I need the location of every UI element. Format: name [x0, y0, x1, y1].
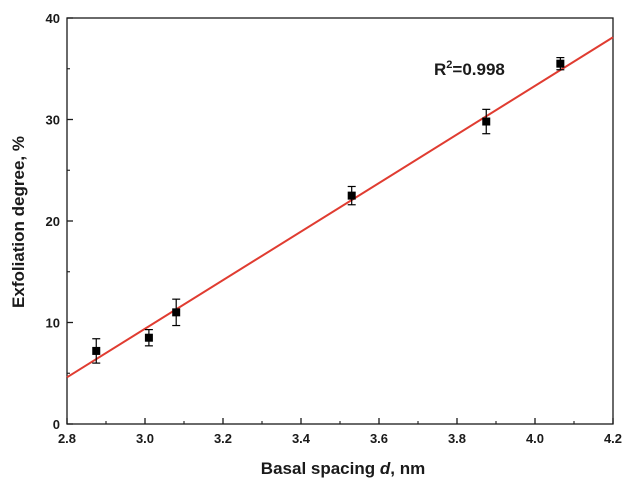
point-marker: [92, 346, 101, 355]
point-marker: [172, 308, 181, 317]
x-tick-label: 4.0: [526, 431, 544, 446]
data-point-6: [556, 56, 565, 71]
x-axis-label: Basal spacing d, nm: [261, 459, 425, 478]
data-points: [92, 56, 565, 364]
data-point-4: [347, 185, 356, 206]
y-axis: 0 10 20 30 40: [46, 11, 73, 432]
x-tick-label: 3.0: [136, 431, 154, 446]
y-tick-label: 20: [46, 214, 60, 229]
y-tick-label: 40: [46, 11, 60, 26]
y-tick-label: 0: [53, 417, 60, 432]
plot-border: [66, 17, 614, 425]
data-point-5: [482, 108, 491, 135]
x-tick-label: 2.8: [58, 431, 76, 446]
x-axis: 2.8 3.0 3.2 3.4 3.6 3.8 4.0 4.2: [58, 418, 622, 446]
x-tick-label: 3.4: [292, 431, 311, 446]
y-axis-label: Exfoliation degree, %: [9, 136, 28, 308]
data-point-1: [92, 338, 101, 364]
y-tick-label: 30: [46, 113, 60, 128]
point-marker: [347, 191, 356, 200]
data-point-3: [172, 298, 181, 327]
r-squared-annotation: R2=0.998: [434, 59, 505, 79]
fit-line: [66, 36, 614, 379]
point-marker: [144, 333, 153, 342]
point-marker: [556, 59, 565, 68]
x-tick-label: 4.2: [604, 431, 622, 446]
data-point-2: [144, 329, 153, 347]
y-tick-label: 10: [46, 316, 60, 331]
plot-frame: [66, 17, 614, 425]
x-tick-label: 3.8: [448, 431, 466, 446]
point-marker: [482, 117, 491, 126]
x-tick-label: 3.6: [370, 431, 388, 446]
x-tick-label: 3.2: [214, 431, 232, 446]
